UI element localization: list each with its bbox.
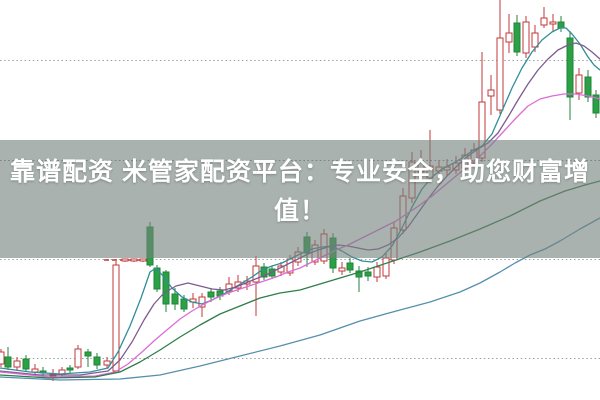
candle-down <box>171 293 179 305</box>
candle-up <box>382 257 390 277</box>
candle-up <box>338 267 346 272</box>
candle-down <box>584 76 592 98</box>
candle-up <box>549 21 557 25</box>
candle-down <box>66 367 74 371</box>
candle-down <box>557 21 565 29</box>
candle-up <box>103 360 111 366</box>
candle-down <box>4 356 12 368</box>
ad-banner-text: 靠谱配资 米管家配资平台：专业安全，助您财富增 值！ <box>0 153 600 231</box>
candle-down <box>162 271 170 305</box>
candle-down <box>592 94 600 114</box>
candle-down <box>180 298 188 310</box>
ad-banner-overlay <box>0 140 600 258</box>
ad-text-line1: 靠谱配资 米管家配资平台：专业安全，助您财富增 <box>10 158 590 186</box>
candle-down <box>207 291 215 298</box>
ad-text-line2: 值！ <box>273 197 326 225</box>
candle-down <box>513 22 521 53</box>
candle-up <box>13 360 21 368</box>
candle-down <box>355 270 363 278</box>
candle-up <box>575 74 583 94</box>
candle-down <box>84 351 92 357</box>
candle-up <box>487 89 495 97</box>
candle-down <box>346 262 354 271</box>
candle-up <box>496 37 504 111</box>
candle-up <box>522 21 530 54</box>
candle-up <box>531 32 539 48</box>
candle-up <box>505 32 513 43</box>
candle-up <box>74 348 82 368</box>
candle-up <box>540 17 548 26</box>
candle-down <box>153 267 161 290</box>
candle-up <box>0 351 5 365</box>
candle-down <box>566 37 574 98</box>
candle-down <box>22 358 30 370</box>
candle-down <box>260 266 268 278</box>
candle-limit-board <box>130 258 138 262</box>
candle-down <box>364 271 372 277</box>
candle-limit-board <box>139 258 147 262</box>
candle-up <box>373 266 381 278</box>
candle-limit-board <box>121 258 129 262</box>
candle-up <box>198 296 206 308</box>
candle-down <box>93 356 101 366</box>
